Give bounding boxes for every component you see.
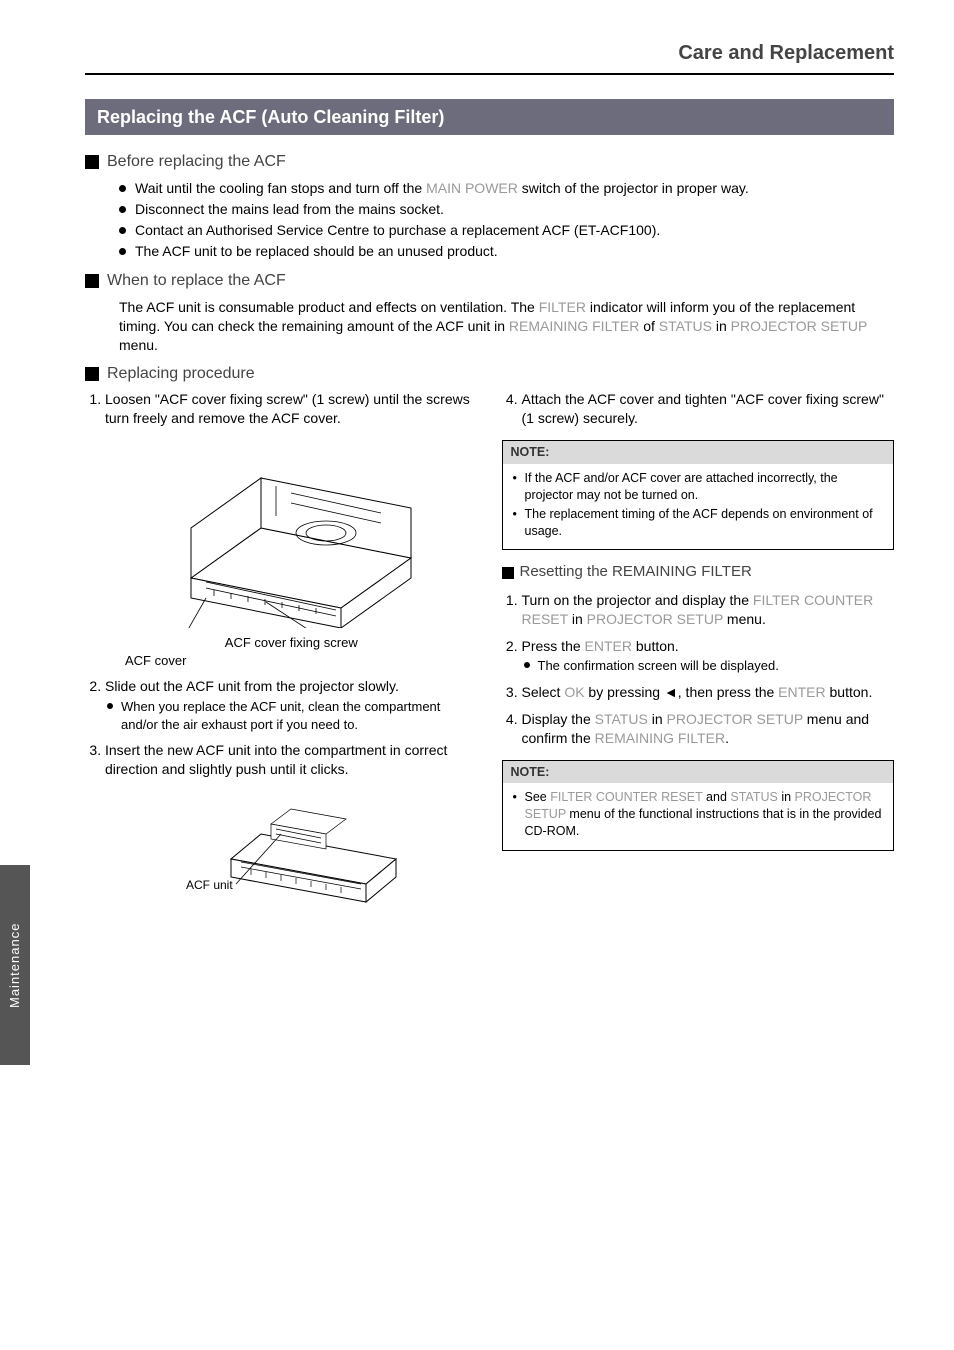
fig-label-screw: ACF cover fixing screw bbox=[105, 634, 478, 652]
square-bullet-icon bbox=[502, 567, 514, 579]
before-list: Wait until the cooling fan stops and tur… bbox=[85, 179, 894, 261]
section-bar: Replacing the ACF (Auto Cleaning Filter) bbox=[85, 99, 894, 135]
note-head-2: NOTE: bbox=[503, 761, 894, 784]
acf-unit-svg-label: ACF unit bbox=[186, 878, 233, 892]
heading-procedure: Replacing procedure bbox=[85, 363, 894, 385]
heading-before-text: Before replacing the ACF bbox=[107, 151, 286, 173]
reset-step-4: Display the STATUS in PROJECTOR SETUP me… bbox=[522, 710, 895, 748]
step-2-sub: When you replace the ACF unit, clean the… bbox=[107, 698, 478, 733]
step-2: Slide out the ACF unit from the projecto… bbox=[105, 677, 478, 733]
reset-step-2: Press the ENTER button. The confirmation… bbox=[522, 637, 895, 675]
before-item-3: The ACF unit to be replaced should be an… bbox=[119, 242, 894, 261]
note1-item-1: The replacement timing of the ACF depend… bbox=[513, 506, 884, 540]
step-4: Attach the ACF cover and tighten "ACF co… bbox=[522, 390, 895, 428]
note-box-1: NOTE: If the ACF and/or ACF cover are at… bbox=[502, 440, 895, 550]
square-bullet-icon bbox=[85, 367, 99, 381]
figure-acf-unit: ACF unit bbox=[105, 789, 478, 909]
right-steps: Attach the ACF cover and tighten "ACF co… bbox=[502, 390, 895, 428]
page-title: Care and Replacement bbox=[85, 40, 894, 67]
note-box-2: NOTE: See FILTER COUNTER RESET and STATU… bbox=[502, 760, 895, 852]
heading-reset-text: Resetting the REMAINING FILTER bbox=[520, 562, 752, 582]
reset-step-2-sub: The confirmation screen will be displaye… bbox=[524, 657, 895, 675]
reset-step-3: Select OK by pressing ◄, then press the … bbox=[522, 683, 895, 702]
two-column-layout: Loosen "ACF cover fixing screw" (1 screw… bbox=[85, 390, 894, 917]
note-head-1: NOTE: bbox=[503, 441, 894, 464]
left-column: Loosen "ACF cover fixing screw" (1 screw… bbox=[85, 390, 478, 917]
figure-projector-top bbox=[105, 438, 478, 628]
left-steps: Loosen "ACF cover fixing screw" (1 screw… bbox=[85, 390, 478, 909]
note2-item: See FILTER COUNTER RESET and STATUS in P… bbox=[513, 789, 884, 840]
reset-step-1: Turn on the projector and display the FI… bbox=[522, 591, 895, 629]
heading-when: When to replace the ACF bbox=[85, 270, 894, 292]
before-item-1: Disconnect the mains lead from the mains… bbox=[119, 200, 894, 219]
when-paragraph: The ACF unit is consumable product and e… bbox=[85, 298, 894, 355]
note1-item-0: If the ACF and/or ACF cover are attached… bbox=[513, 470, 884, 504]
heading-procedure-text: Replacing procedure bbox=[107, 363, 255, 385]
before-item-2: Contact an Authorised Service Centre to … bbox=[119, 221, 894, 240]
fig-label-cover: ACF cover bbox=[105, 652, 478, 670]
side-tab: Maintenance bbox=[0, 865, 30, 1065]
step-1: Loosen "ACF cover fixing screw" (1 screw… bbox=[105, 390, 478, 669]
reset-steps: Turn on the projector and display the FI… bbox=[502, 591, 895, 748]
before-item-0: Wait until the cooling fan stops and tur… bbox=[119, 179, 894, 198]
heading-before: Before replacing the ACF bbox=[85, 151, 894, 173]
square-bullet-icon bbox=[85, 274, 99, 288]
step-3: Insert the new ACF unit into the compart… bbox=[105, 741, 478, 909]
heading-reset: Resetting the REMAINING FILTER bbox=[502, 562, 895, 582]
title-rule bbox=[85, 73, 894, 75]
heading-when-text: When to replace the ACF bbox=[107, 270, 286, 292]
right-column: Attach the ACF cover and tighten "ACF co… bbox=[502, 390, 895, 917]
square-bullet-icon bbox=[85, 155, 99, 169]
